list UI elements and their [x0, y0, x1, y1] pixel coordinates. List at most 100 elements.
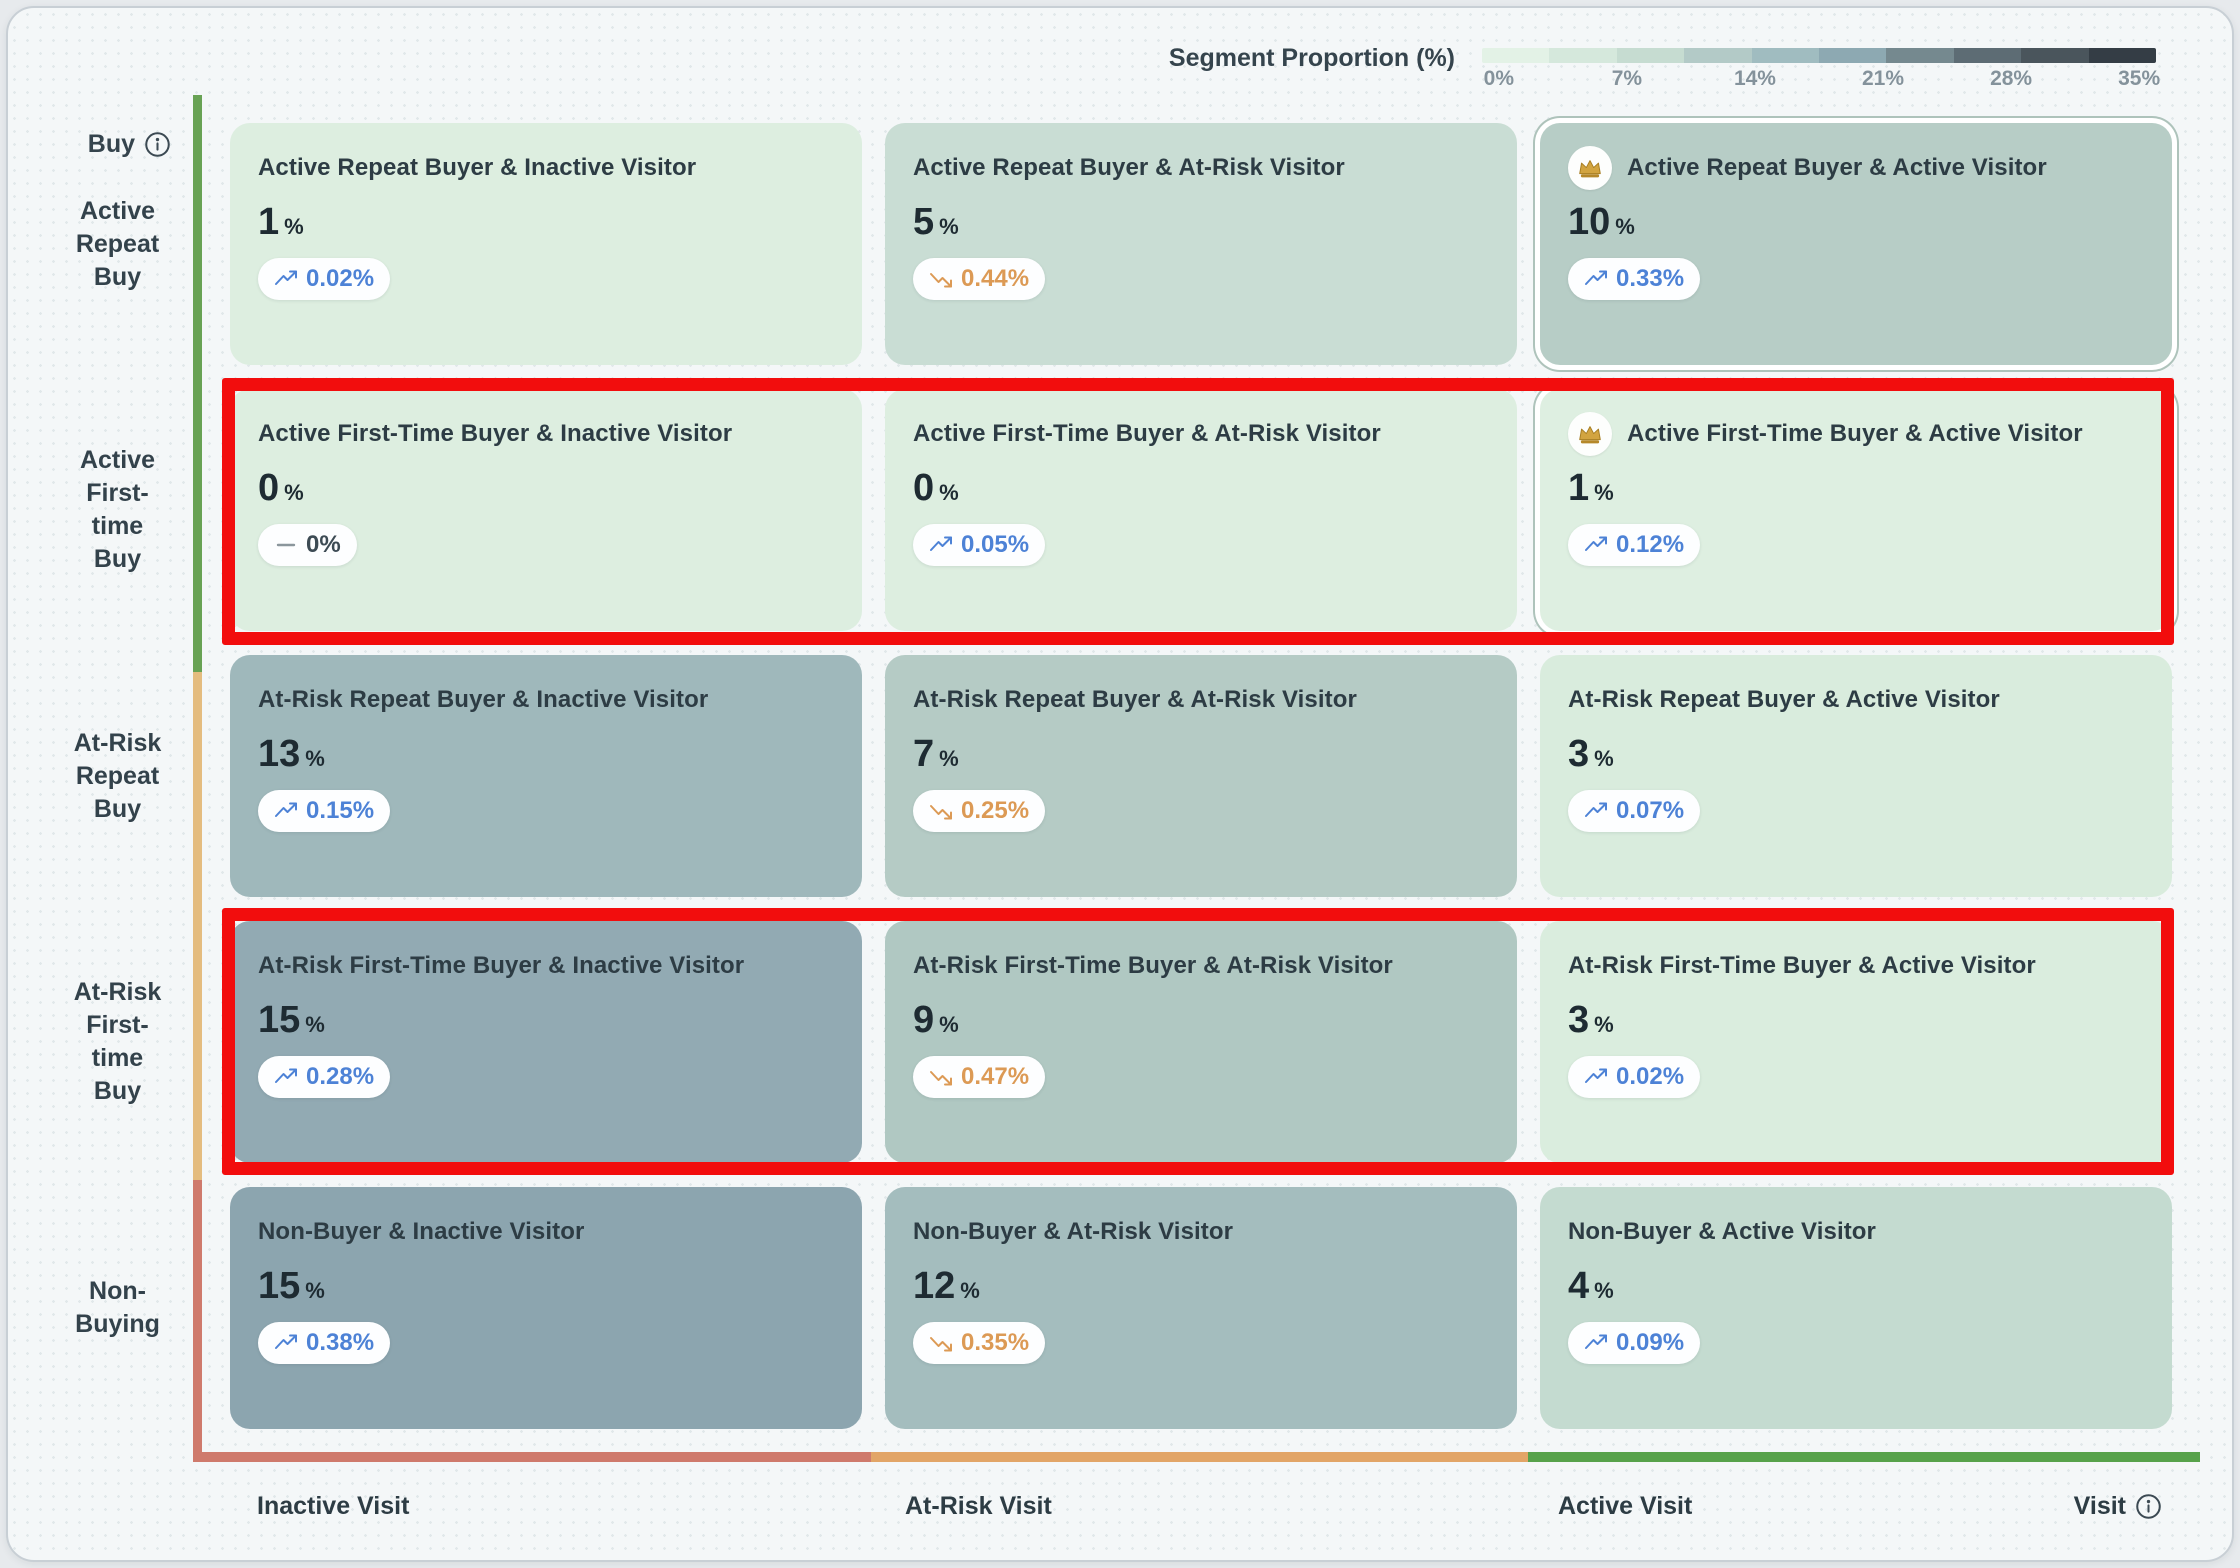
trend-up-icon [1585, 1068, 1607, 1083]
change-badge: 0.33% [1568, 258, 1701, 300]
change-value: 0.02% [306, 265, 375, 292]
change-badge: 0.02% [258, 258, 391, 300]
segment-cell-active-first-time-buyer-active-visitor[interactable]: Active First-Time Buyer & Active Visitor… [1540, 389, 2172, 631]
segment-value-unit: % [939, 214, 959, 239]
trend-up-icon [1585, 270, 1607, 285]
segment-value-number: 13 [258, 733, 301, 775]
segment-proportion-value: 3% [1568, 733, 2144, 776]
segment-value-unit: % [1594, 480, 1614, 505]
segment-cell-title: Active Repeat Buyer & Inactive Visitor [258, 154, 697, 181]
segment-cell-non-buyer-at-risk-visitor[interactable]: Non-Buyer & At-Risk Visitor 12% 0.35% [885, 1187, 1517, 1429]
segment-cell-non-buyer-inactive-visitor[interactable]: Non-Buyer & Inactive Visitor 15% 0.38% [230, 1187, 862, 1429]
x-axis-title: Visit [2074, 1492, 2162, 1521]
legend-step [2088, 48, 2156, 63]
segment-matrix-card: Segment Proportion (%) 0% 7% 14% 21% 28% 35% … [6, 6, 2234, 1562]
legend-title: Segment Proportion (%) [1168, 44, 1455, 72]
x-axis-band-segment [193, 1452, 871, 1462]
x-axis-band-segment [1528, 1452, 2200, 1462]
segment-cell-active-first-time-buyer-inactive-visitor[interactable]: Active First-Time Buyer & Inactive Visit… [230, 389, 862, 631]
change-badge: 0.07% [1568, 790, 1701, 832]
crown-icon [1579, 426, 1601, 444]
segment-cell-at-risk-first-time-buyer-inactive-visitor[interactable]: At-Risk First-Time Buyer & Inactive Visi… [230, 921, 862, 1163]
segment-cell-title: Non-Buyer & Inactive Visitor [258, 1218, 585, 1245]
segment-value-unit: % [284, 214, 304, 239]
legend-step [1751, 48, 1820, 63]
segment-cell-title: Active First-Time Buyer & At-Risk Visito… [913, 420, 1381, 447]
segment-cell-title: At-Risk First-Time Buyer & Inactive Visi… [258, 952, 745, 979]
segment-value-number: 0 [258, 467, 280, 509]
trend-up-icon [275, 270, 297, 285]
trend-up-icon [275, 1334, 297, 1349]
y-axis-band [193, 95, 202, 1452]
row-label-at-risk-first-time-buy: At-Risk First-time Buy [73, 978, 162, 1105]
change-value: 0.47% [961, 1063, 1030, 1090]
segment-matrix-grid: Active Repeat Buyer & Inactive Visitor 1%… [230, 123, 2172, 1429]
segment-proportion-value: 5% [913, 201, 1489, 244]
segment-value-number: 10 [1568, 201, 1611, 243]
segment-proportion-value: 1% [258, 201, 834, 244]
legend-step [2021, 48, 2089, 63]
segment-value-number: 15 [258, 999, 301, 1041]
change-value: 0.15% [306, 797, 375, 824]
segment-value-unit: % [305, 1278, 325, 1303]
segment-proportion-value: 15% [258, 1265, 834, 1308]
segment-value-number: 0 [913, 467, 935, 509]
segment-value-unit: % [939, 746, 959, 771]
segment-cell-title: At-Risk First-Time Buyer & At-Risk Visit… [913, 952, 1393, 979]
segment-cell-at-risk-repeat-buyer-inactive-visitor[interactable]: At-Risk Repeat Buyer & Inactive Visitor 1… [230, 655, 862, 897]
legend-step [1819, 48, 1887, 63]
segment-value-unit: % [1594, 1012, 1614, 1037]
segment-cell-at-risk-first-time-buyer-at-risk-visitor[interactable]: At-Risk First-Time Buyer & At-Risk Visit… [885, 921, 1517, 1163]
segment-cell-title: Active Repeat Buyer & Active Visitor [1627, 154, 2047, 181]
legend-step [1482, 48, 1550, 63]
segment-proportion-value: 13% [258, 733, 834, 776]
legend-step [1549, 48, 1617, 63]
change-value: 0.12% [1616, 531, 1685, 558]
segment-proportion-value: 15% [258, 999, 834, 1042]
crown-badge [1568, 412, 1612, 456]
segment-proportion-value: 3% [1568, 999, 2144, 1042]
segment-cell-active-repeat-buyer-inactive-visitor[interactable]: Active Repeat Buyer & Inactive Visitor 1%… [230, 123, 862, 365]
segment-cell-non-buyer-active-visitor[interactable]: Non-Buyer & Active Visitor 4% 0.09% [1540, 1187, 2172, 1429]
change-value: 0.09% [1616, 1329, 1685, 1356]
segment-cell-title: Active First-Time Buyer & Inactive Visit… [258, 420, 733, 447]
change-value: 0.28% [306, 1063, 375, 1090]
y-axis-band-segment [193, 672, 202, 1180]
info-icon[interactable] [144, 131, 171, 158]
segment-cell-title: At-Risk Repeat Buyer & Active Visitor [1568, 686, 2000, 713]
segment-cell-active-first-time-buyer-at-risk-visitor[interactable]: Active First-Time Buyer & At-Risk Visito… [885, 389, 1517, 631]
row-label-active-first-time-buy: Active First-time Buy [79, 446, 156, 573]
segment-proportion-value: 7% [913, 733, 1489, 776]
change-value: 0.02% [1616, 1063, 1685, 1090]
segment-value-number: 15 [258, 1265, 301, 1307]
legend-gradient-bar [1482, 48, 2156, 63]
trend-down-icon [930, 1071, 952, 1086]
segment-value-number: 3 [1568, 999, 1590, 1041]
segment-proportion-value: 10% [1568, 201, 2144, 244]
trend-up-icon [1585, 1334, 1607, 1349]
change-badge: 0.28% [258, 1056, 391, 1098]
segment-cell-active-repeat-buyer-at-risk-visitor[interactable]: Active Repeat Buyer & At-Risk Visitor 5% 0… [885, 123, 1517, 365]
trend-down-icon [930, 273, 952, 288]
segment-cell-title: Active First-Time Buyer & Active Visitor [1627, 420, 2083, 447]
change-badge: 0.02% [1568, 1056, 1701, 1098]
change-badge: 0.09% [1568, 1322, 1701, 1364]
segment-cell-active-repeat-buyer-active-visitor[interactable]: Active Repeat Buyer & Active Visitor 10% 0… [1540, 123, 2172, 365]
legend-tick-label: 35% [2118, 67, 2161, 90]
segment-cell-at-risk-repeat-buyer-active-visitor[interactable]: At-Risk Repeat Buyer & Active Visitor 3% 0… [1540, 655, 2172, 897]
segment-value-number: 1 [258, 201, 280, 243]
y-axis-band-segment [193, 1180, 202, 1452]
segment-value-number: 4 [1568, 1265, 1590, 1307]
segment-value-number: 5 [913, 201, 935, 243]
change-badge: 0.25% [913, 790, 1046, 832]
legend-tick-label: 21% [1862, 67, 1905, 90]
segment-cell-at-risk-repeat-buyer-at-risk-visitor[interactable]: At-Risk Repeat Buyer & At-Risk Visitor 7%… [885, 655, 1517, 897]
info-icon[interactable] [2135, 1493, 2162, 1520]
change-value: 0.35% [961, 1329, 1030, 1356]
change-badge: 0.15% [258, 790, 391, 832]
change-badge: 0.44% [913, 258, 1046, 300]
y-axis-band-segment [193, 95, 202, 672]
y-axis-title-text: Buy [87, 130, 135, 158]
row-label-active-repeat-buy: Active Repeat Buy [75, 196, 160, 291]
segment-cell-at-risk-first-time-buyer-active-visitor[interactable]: At-Risk First-Time Buyer & Active Visito… [1540, 921, 2172, 1163]
